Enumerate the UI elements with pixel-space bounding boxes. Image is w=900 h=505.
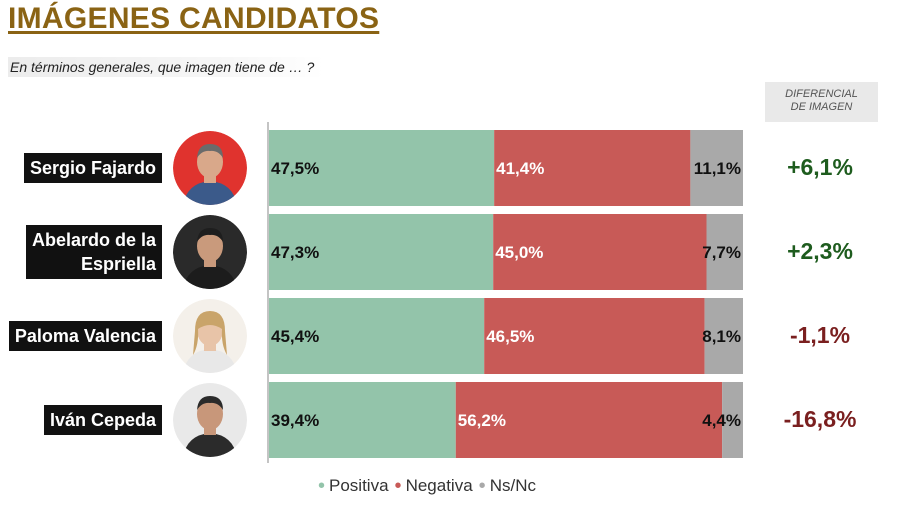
differential-header: DIFERENCIAL DE IMAGEN <box>765 82 878 122</box>
bar-positiva-1 <box>269 130 495 206</box>
candidate-name-1: Sergio Fajardo <box>23 153 162 183</box>
differential-header-line2: DE IMAGEN <box>790 101 853 113</box>
chart-subtitle: En términos generales, que imagen tiene … <box>8 57 325 77</box>
data-label-nsnc-1: 11,1% <box>694 159 741 178</box>
bar-nsnc-4 <box>722 382 743 458</box>
data-label-negativa-1: 41,4% <box>496 159 544 178</box>
bar-positiva-4 <box>269 382 456 458</box>
candidate-name-4: Iván Cepeda <box>43 405 162 435</box>
data-label-negativa-3: 46,5% <box>486 327 534 346</box>
legend-label-nsnc: Ns/Nc <box>489 476 536 495</box>
candidate-photo-icon <box>173 131 247 205</box>
image-differential-1: +6,1% <box>787 154 853 180</box>
bar-nsnc-1 <box>690 130 743 206</box>
candidate-name-3: Paloma Valencia <box>8 321 162 351</box>
data-label-negativa-4: 56,2% <box>458 411 506 430</box>
data-label-nsnc-2: 7,7% <box>702 243 741 262</box>
legend-item-nsnc: • Ns/Nc <box>479 476 536 496</box>
data-label-nsnc-4: 4,4% <box>702 411 741 430</box>
data-label-positiva-1: 47,5% <box>271 159 319 178</box>
legend-dot-nsnc: • <box>478 474 486 497</box>
candidate-name-line: Sergio Fajardo <box>29 158 156 178</box>
legend-dot-negativa: • <box>394 474 402 497</box>
bar-nsnc-3 <box>704 298 743 374</box>
bar-negativa-2 <box>493 214 707 290</box>
candidate-name-line: Espriella <box>80 254 156 274</box>
data-label-positiva-2: 47,3% <box>271 243 319 262</box>
data-label-positiva-3: 45,4% <box>271 327 319 346</box>
candidate-photo-icon <box>173 299 247 373</box>
bar-positiva-2 <box>269 214 494 290</box>
image-differential-4: -16,8% <box>783 406 857 432</box>
candidate-photo-icon <box>173 383 247 457</box>
chart-legend: • Positiva • Negativa • Ns/Nc <box>318 476 536 496</box>
candidate-photo-icon <box>173 215 247 289</box>
data-label-positiva-4: 39,4% <box>271 411 319 430</box>
bar-positiva-3 <box>269 298 485 374</box>
legend-item-negativa: • Negativa <box>395 476 473 496</box>
data-label-negativa-2: 45,0% <box>495 243 543 262</box>
legend-item-positiva: • Positiva <box>318 476 389 496</box>
candidate-name-line: Iván Cepeda <box>49 410 156 430</box>
image-differential-3: -1,1% <box>789 322 851 348</box>
image-differential-2: +2,3% <box>787 238 853 264</box>
legend-label-positiva: Positiva <box>329 476 389 495</box>
chart-title: IMÁGENES CANDIDATOS <box>8 2 380 35</box>
data-label-nsnc-3: 8,1% <box>702 327 741 346</box>
candidate-name-line: Paloma Valencia <box>14 326 156 346</box>
bar-negativa-3 <box>484 298 705 374</box>
bar-nsnc-2 <box>706 214 743 290</box>
candidate-name-line: Abelardo de la <box>31 230 156 250</box>
legend-dot-positiva: • <box>318 474 326 497</box>
differential-header-line1: DIFERENCIAL <box>785 88 858 100</box>
bar-negativa-1 <box>494 130 691 206</box>
legend-label-negativa: Negativa <box>405 476 473 495</box>
candidate-name-2: Abelardo de la Espriella <box>25 225 162 279</box>
bar-negativa-4 <box>455 382 723 458</box>
